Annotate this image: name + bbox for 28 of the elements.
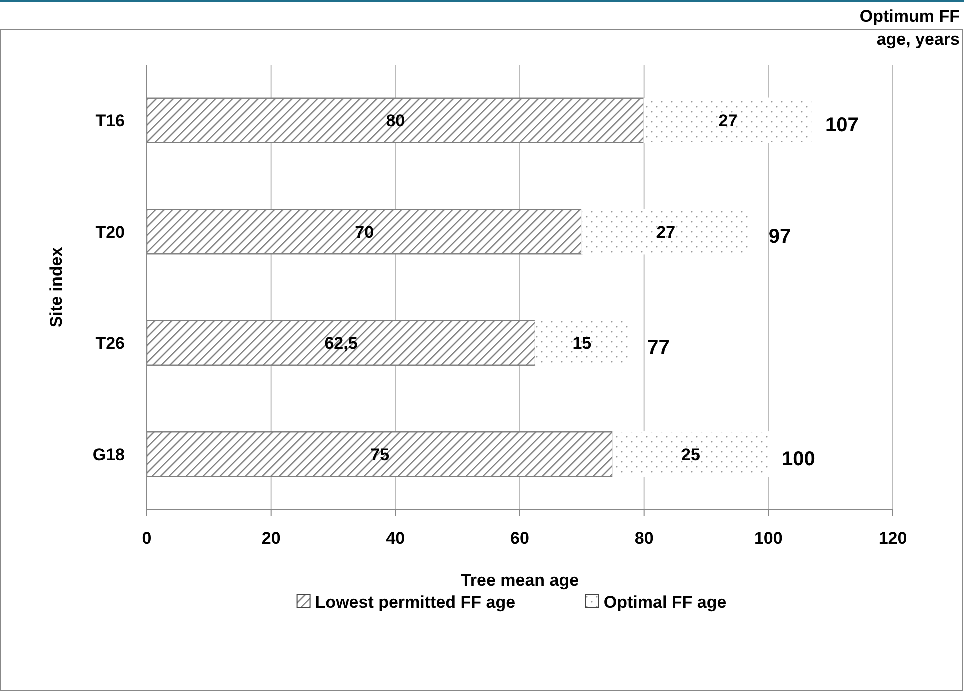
total-label: 107 (825, 114, 859, 137)
x-tick-label: 20 (262, 529, 281, 548)
total-label: 77 (648, 337, 670, 360)
data-label: 15 (572, 334, 592, 354)
data-label: 75 (370, 445, 390, 464)
y-tick-label: G18 (92, 445, 125, 464)
y-axis-title: Site index (47, 246, 66, 328)
data-label: 27 (718, 112, 738, 131)
x-tick-label: 40 (386, 529, 406, 548)
x-tick-label: 80 (634, 529, 654, 548)
data-label: 25 (681, 445, 700, 464)
legend-label: Lowest permitted FF age (315, 592, 516, 612)
y-tick-label: T16 (96, 112, 125, 131)
x-axis-title: Tree mean age (460, 571, 580, 590)
data-label: 27 (656, 222, 676, 242)
data-label: 70 (355, 222, 374, 242)
data-label: 80 (386, 112, 406, 131)
x-tick-label: 0 (142, 529, 152, 548)
total-label: 100 (782, 448, 816, 470)
data-label: 62,5 (324, 334, 358, 354)
total-label: 97 (768, 226, 792, 248)
x-tick-label: 60 (510, 529, 530, 548)
legend-label: Optimal FF age (604, 592, 727, 612)
x-tick-label: 120 (878, 529, 908, 548)
text: Optimum FF age, years (860, 7, 960, 49)
y-tick-label: T20 (96, 222, 125, 242)
x-tick-label: 100 (754, 529, 783, 548)
y-tick-label: T26 (96, 334, 125, 354)
